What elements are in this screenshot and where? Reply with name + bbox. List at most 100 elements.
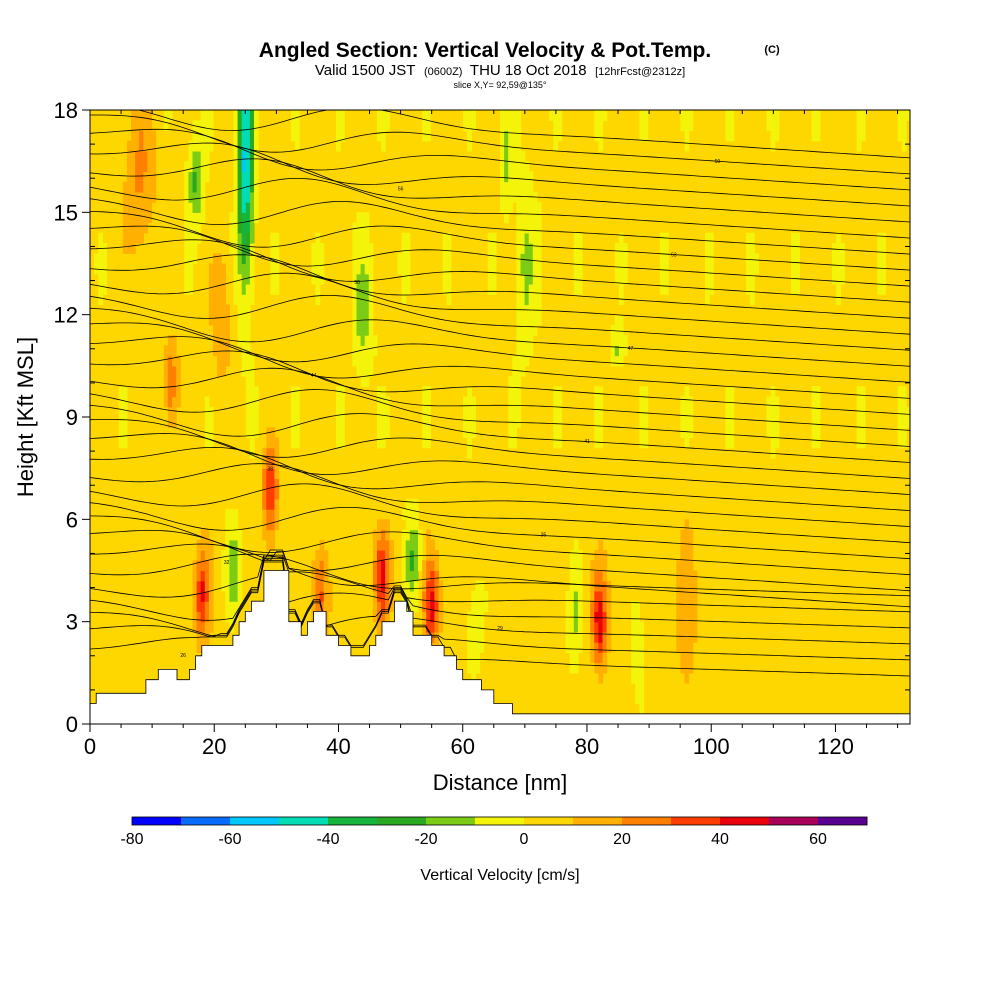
velocity-cell <box>237 191 243 203</box>
velocity-cell <box>569 590 575 602</box>
velocity-cell <box>405 283 411 295</box>
velocity-cell <box>225 560 230 572</box>
velocity-cell <box>491 283 497 295</box>
velocity-cell <box>508 120 513 132</box>
velocity-cell <box>192 621 198 633</box>
velocity-cell <box>832 263 837 275</box>
velocity-cell <box>233 539 239 551</box>
velocity-cell <box>274 437 280 449</box>
velocity-cell <box>557 417 563 428</box>
velocity-cell <box>881 232 886 244</box>
velocity-cell <box>856 386 862 398</box>
velocity-cell <box>172 406 177 418</box>
velocity-cell <box>791 273 796 285</box>
velocity-cell <box>467 110 472 121</box>
velocity-cell <box>405 263 411 275</box>
velocity-cell <box>487 243 493 254</box>
velocity-cell <box>536 294 542 306</box>
velocity-cell <box>319 263 325 275</box>
velocity-cell <box>233 590 239 602</box>
velocity-cell <box>692 611 698 623</box>
colorbar-swatch <box>230 817 280 825</box>
velocity-cell <box>856 110 862 121</box>
velocity-cell <box>151 130 157 142</box>
velocity-cell <box>573 560 579 572</box>
velocity-cell <box>413 570 419 582</box>
velocity-cell <box>479 611 485 623</box>
velocity-cell <box>512 150 517 162</box>
velocity-cell <box>204 437 210 449</box>
velocity-cell <box>553 396 558 408</box>
velocity-cell <box>135 181 140 193</box>
velocity-cell <box>372 611 378 623</box>
velocity-cell <box>237 283 243 295</box>
velocity-cell <box>422 130 427 142</box>
velocity-cell <box>163 110 169 121</box>
velocity-cell <box>131 120 136 132</box>
velocity-cell <box>680 652 686 664</box>
velocity-cell <box>471 427 476 439</box>
isentrope-line <box>90 561 910 677</box>
velocity-cell <box>340 427 345 439</box>
velocity-cell <box>856 130 862 142</box>
velocity-cell <box>475 590 481 602</box>
velocity-cell <box>791 243 796 254</box>
colorbar-swatch <box>475 817 525 825</box>
velocity-cell <box>208 263 214 275</box>
velocity-cell <box>143 161 148 172</box>
velocity-cell <box>364 212 370 224</box>
velocity-cell <box>167 345 173 357</box>
velocity-cell <box>204 539 210 551</box>
velocity-cell <box>688 611 694 623</box>
velocity-cell <box>860 120 866 132</box>
velocity-cell <box>377 621 382 633</box>
velocity-cell <box>241 253 247 265</box>
velocity-cell <box>192 191 198 203</box>
velocity-cell <box>901 427 907 439</box>
velocity-cell <box>319 539 325 551</box>
velocity-cell <box>479 631 485 643</box>
velocity-cell <box>594 560 599 572</box>
velocity-cell <box>233 283 239 295</box>
velocity-cell <box>409 550 415 561</box>
subtitle-valid: Valid 1500 JST <box>315 62 416 79</box>
velocity-cell <box>315 232 321 244</box>
velocity-cell <box>877 283 882 295</box>
velocity-cell <box>516 273 522 285</box>
velocity-cell <box>254 191 259 203</box>
velocity-cell <box>118 396 124 408</box>
velocity-cell <box>573 652 579 664</box>
isentrope-label: 26 <box>180 653 186 659</box>
velocity-cell <box>204 580 210 592</box>
velocity-cell <box>594 437 599 449</box>
velocity-cell <box>176 396 181 408</box>
velocity-cell <box>319 601 325 613</box>
velocity-cell <box>729 396 735 408</box>
velocity-cell <box>618 324 624 336</box>
velocity-cell <box>364 324 370 336</box>
velocity-cell <box>311 263 317 275</box>
velocity-cell <box>881 243 886 254</box>
velocity-cell <box>200 621 206 633</box>
velocity-cell <box>184 171 189 183</box>
velocity-cell <box>360 232 366 244</box>
velocity-cell <box>491 232 497 244</box>
velocity-cell <box>249 263 255 275</box>
velocity-cell <box>196 590 202 602</box>
velocity-cell <box>905 110 910 121</box>
velocity-cell <box>249 140 255 152</box>
velocity-cell <box>192 232 198 244</box>
velocity-cell <box>856 406 862 418</box>
velocity-cell <box>623 273 628 285</box>
velocity-cell <box>237 212 243 224</box>
velocity-cell <box>385 611 390 623</box>
velocity-cell <box>475 652 481 664</box>
velocity-cell <box>598 140 604 152</box>
velocity-cell <box>442 253 448 265</box>
velocity-cell <box>676 631 681 643</box>
velocity-cell <box>385 580 390 592</box>
velocity-cell <box>364 355 370 367</box>
x-axis-label: Distance [nm] <box>433 770 568 795</box>
velocity-cell <box>213 314 218 326</box>
velocity-cell <box>241 345 247 357</box>
